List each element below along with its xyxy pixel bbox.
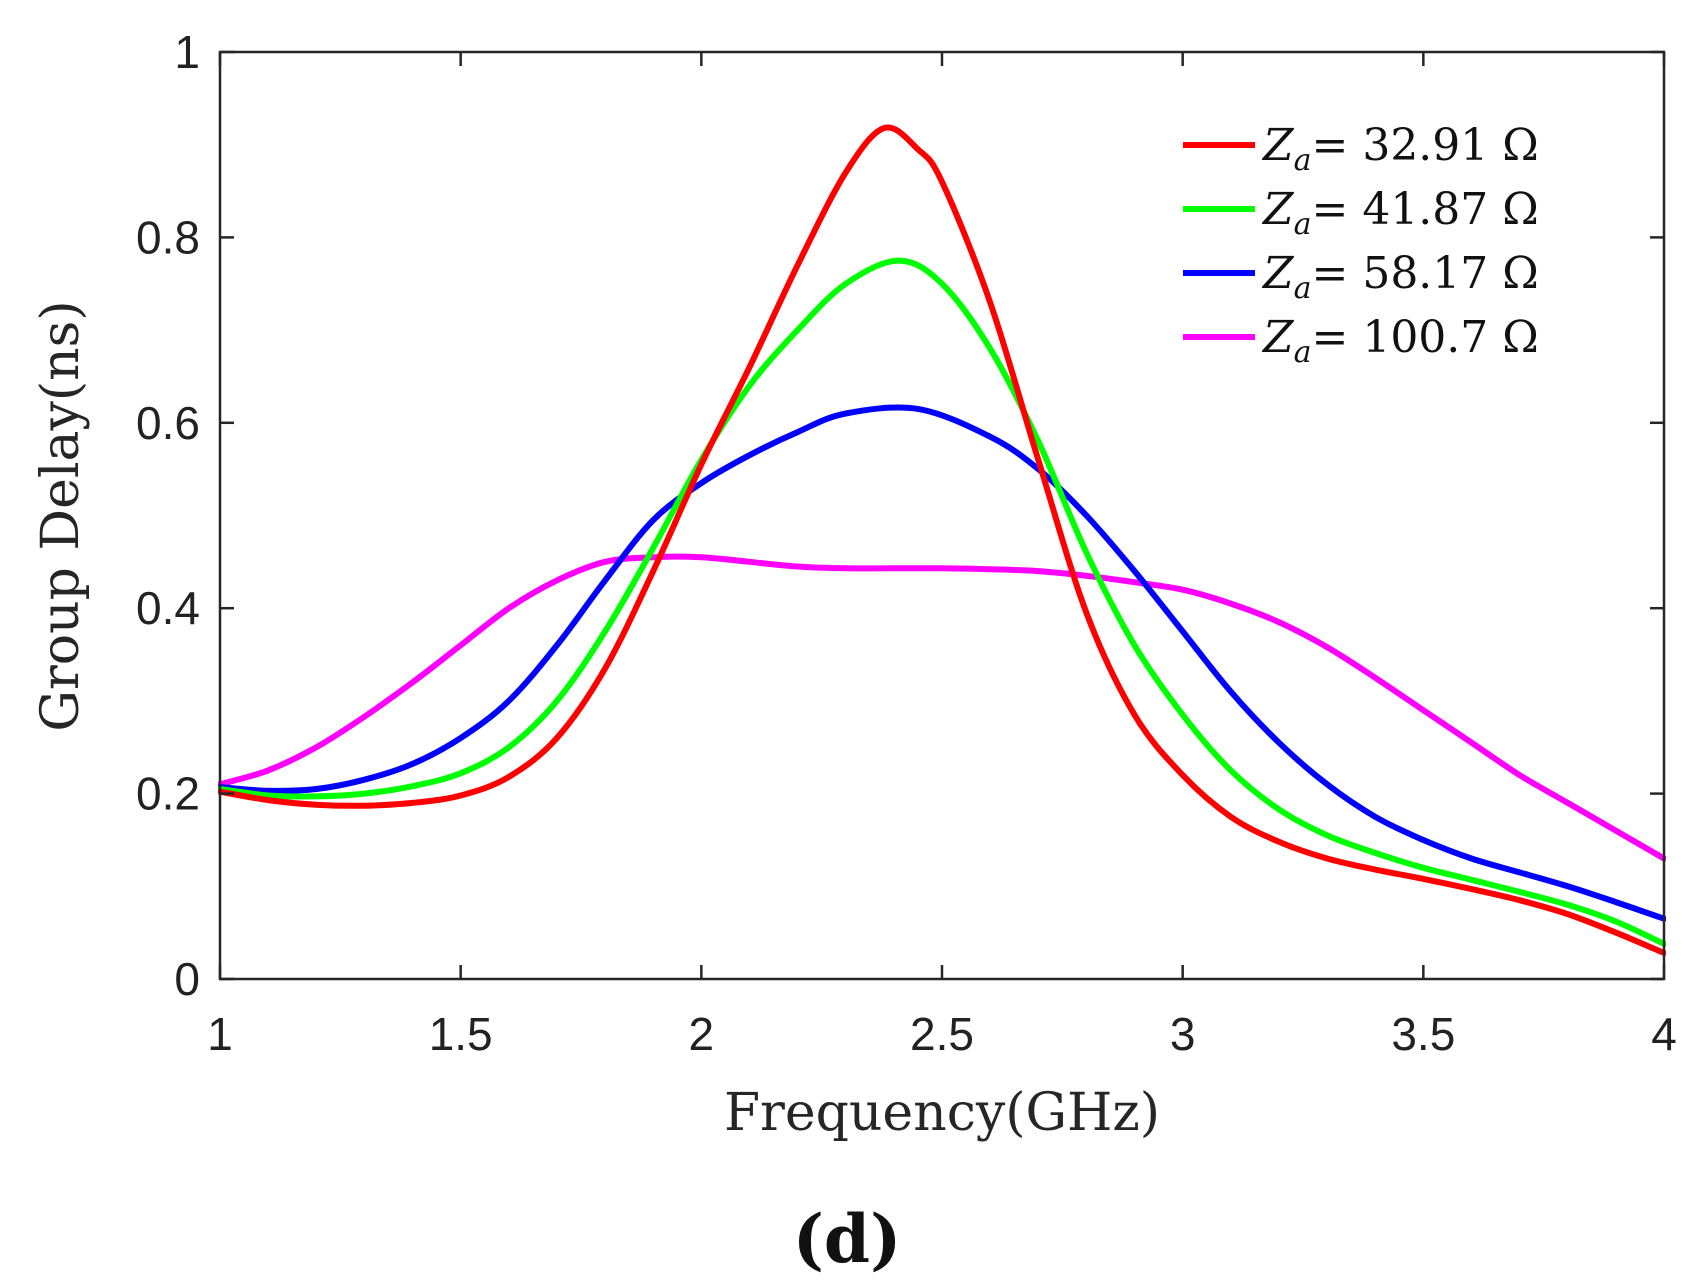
y-axis-ticks: 0 0.2 0.4 0.6 0.8 1 (136, 26, 1664, 1005)
legend-label: Za= 32.91 Ω (1261, 120, 1539, 178)
series-line-2 (218, 257, 1666, 947)
x-tick-label: 2 (689, 1008, 715, 1060)
legend-item: Za= 100.7 Ω (1183, 312, 1539, 370)
legend-label: Za= 58.17 Ω (1261, 248, 1539, 306)
x-tick-label: 1 (207, 1008, 233, 1060)
y-tick-label: 0.4 (136, 582, 200, 634)
series-line-3 (218, 404, 1666, 922)
legend-item: Za= 32.91 Ω (1183, 120, 1539, 178)
series-line-4 (218, 553, 1666, 862)
panel-label: (d) (793, 1200, 902, 1278)
plot-background (220, 52, 1664, 979)
legend-label: Za= 100.7 Ω (1261, 312, 1539, 370)
y-tick-label: 0.2 (136, 768, 200, 820)
x-tick-label: 3 (1170, 1008, 1196, 1060)
x-tick-label: 3.5 (1391, 1008, 1455, 1060)
x-tick-label: 4 (1651, 1008, 1677, 1060)
series-lines (218, 124, 1666, 956)
x-axis-ticks: 1 1.5 2 2.5 3 3.5 4 (207, 52, 1677, 1060)
y-tick-label: 0.6 (136, 397, 200, 449)
y-tick-label: 1 (174, 26, 200, 78)
y-axis-label: Group Delay(ns) (31, 300, 91, 731)
legend: Za= 32.91 Ω Za= 41.87 Ω Za= 58.17 Ω Za= 100… (1183, 120, 1539, 370)
legend-item: Za= 41.87 Ω (1183, 184, 1539, 242)
series-line-1 (218, 124, 1666, 956)
legend-label: Za= 41.87 Ω (1261, 184, 1539, 242)
legend-item: Za= 58.17 Ω (1183, 248, 1539, 306)
y-tick-label: 0 (174, 953, 200, 1005)
x-axis-label: Frequency(GHz) (724, 1083, 1160, 1143)
x-tick-label: 2.5 (910, 1008, 974, 1060)
x-tick-label: 1.5 (429, 1008, 493, 1060)
plot-area (220, 52, 1664, 979)
y-tick-label: 0.8 (136, 211, 200, 263)
